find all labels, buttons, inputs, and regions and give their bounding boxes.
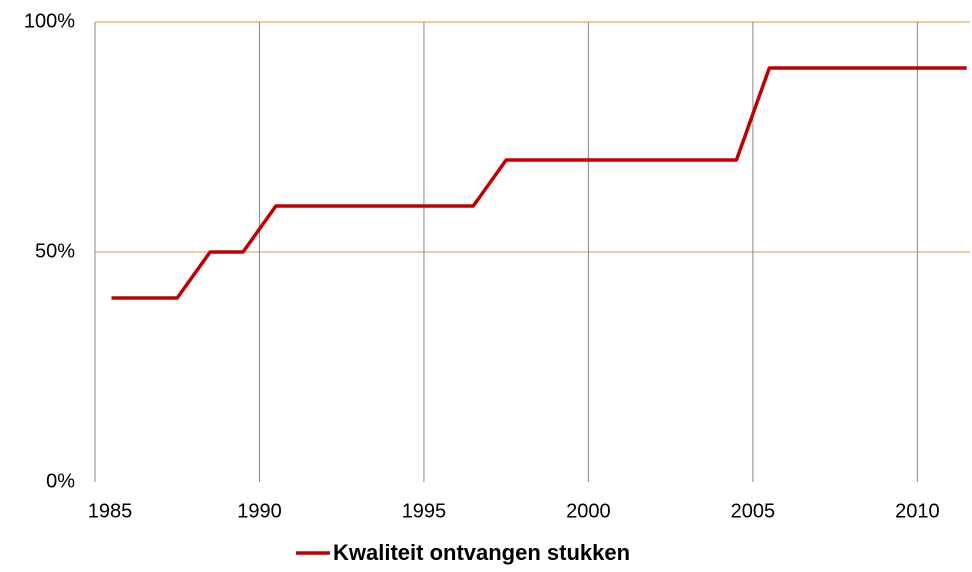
legend-text: Kwaliteit ontvangen stukken xyxy=(333,540,630,565)
x-tick-label: 1990 xyxy=(237,500,282,522)
x-tick-label: 2000 xyxy=(566,500,611,522)
x-tick-label: 2010 xyxy=(895,500,940,522)
y-tick-label: 100% xyxy=(24,10,75,32)
x-tick-label: 1995 xyxy=(402,500,447,522)
x-tick-label: 1985 xyxy=(88,500,133,522)
y-tick-label: 50% xyxy=(35,240,75,262)
y-tick-label: 0% xyxy=(46,470,75,492)
x-tick-label: 2005 xyxy=(731,500,776,522)
line xyxy=(111,66,967,300)
